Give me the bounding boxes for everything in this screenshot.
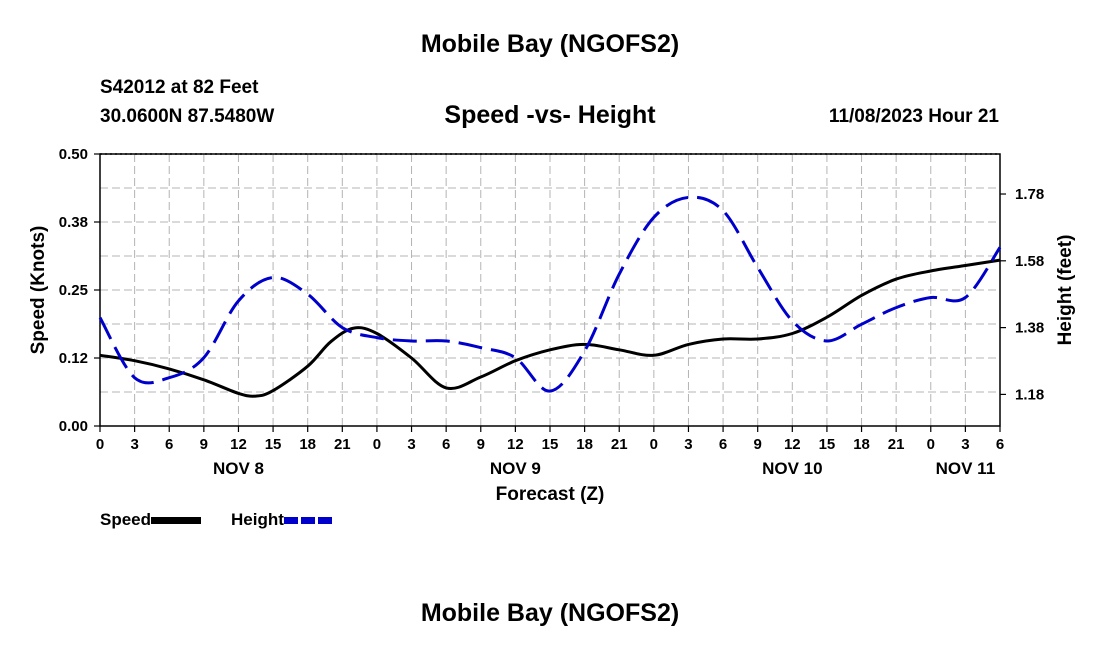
- station-label: S42012 at 82 Feet: [100, 77, 259, 98]
- page-title: Mobile Bay (NGOFS2): [420, 30, 680, 58]
- x-tick-label: 0: [650, 436, 658, 453]
- y2-tick-label: 1.38: [1015, 320, 1044, 337]
- legend-speed-swatch: [151, 516, 202, 524]
- series-line-height: [98, 195, 1002, 393]
- x-tick-label: 18: [853, 436, 870, 453]
- x-tick-label: 6: [996, 436, 1004, 453]
- y2-tick-label: 1.58: [1015, 253, 1044, 270]
- legend-height-label: Height: [231, 510, 284, 529]
- timestamp-label: 11/08/2023 Hour 21: [828, 106, 999, 127]
- y-tick-label: 0.12: [59, 350, 88, 367]
- x-tick-label: 6: [442, 436, 450, 453]
- x-tick-label: 3: [684, 436, 692, 453]
- x-tick-label: 3: [961, 436, 969, 453]
- legend-speed-label: Speed: [100, 510, 152, 529]
- x-tick-label: 0: [927, 436, 935, 453]
- y2-axis-label: Height (feet): [1055, 235, 1076, 346]
- x-tick-label: 9: [200, 436, 208, 453]
- y-tick-label: 0.00: [59, 418, 88, 435]
- x-tick-label: 0: [96, 436, 104, 453]
- x-tick-label: 21: [888, 436, 905, 453]
- x-tick-label: 15: [265, 436, 282, 453]
- coordinates-label: 30.0600N 87.5480W: [100, 106, 275, 127]
- day-label: NOV 9: [490, 459, 541, 478]
- y2-tick-label: 1.78: [1015, 186, 1044, 203]
- footer-title: Mobile Bay (NGOFS2): [420, 599, 680, 627]
- legend-height-swatch: [283, 516, 334, 524]
- x-tick-label: 21: [334, 436, 351, 453]
- x-tick-label: 0: [373, 436, 381, 453]
- y2-tick-label: 1.18: [1015, 386, 1044, 403]
- day-label: NOV 11: [936, 459, 996, 478]
- x-tick-label: 12: [507, 436, 524, 453]
- axes: 0 3 6 9 12 15 18 21 0 3 6 9 12 15 18 21 0 3 6 9 12 15 18 21 0 3 6 0…: [59, 146, 1044, 478]
- grid-lines: [100, 154, 1000, 426]
- day-label: NOV 8: [213, 459, 264, 478]
- x-tick-label: 12: [784, 436, 801, 453]
- y-tick-label: 0.50: [59, 146, 88, 163]
- x-tick-label: 15: [819, 436, 836, 453]
- y-axis-label: Speed (Knots): [28, 226, 49, 355]
- x-tick-label: 18: [299, 436, 316, 453]
- x-tick-label: 6: [719, 436, 727, 453]
- x-tick-label: 9: [754, 436, 762, 453]
- series-line-speed: [99, 258, 1001, 398]
- x-tick-label: 12: [230, 436, 247, 453]
- chart-title: Speed -vs- Height: [444, 101, 656, 129]
- x-tick-label: 15: [542, 436, 559, 453]
- x-tick-label: 6: [165, 436, 173, 453]
- x-tick-label: 3: [407, 436, 415, 453]
- legend-speed: Speed: [100, 509, 202, 531]
- y-tick-label: 0.25: [59, 282, 88, 299]
- x-tick-label: 18: [576, 436, 593, 453]
- x-tick-label: 21: [611, 436, 628, 453]
- x-axis-label: Forecast (Z): [496, 484, 605, 505]
- x-tick-label: 9: [477, 436, 485, 453]
- y-tick-label: 0.38: [59, 214, 88, 231]
- legend-height: Height: [231, 509, 334, 531]
- x-tick-label: 3: [130, 436, 138, 453]
- day-label: NOV 10: [762, 459, 822, 478]
- series-lines: [98, 195, 1002, 398]
